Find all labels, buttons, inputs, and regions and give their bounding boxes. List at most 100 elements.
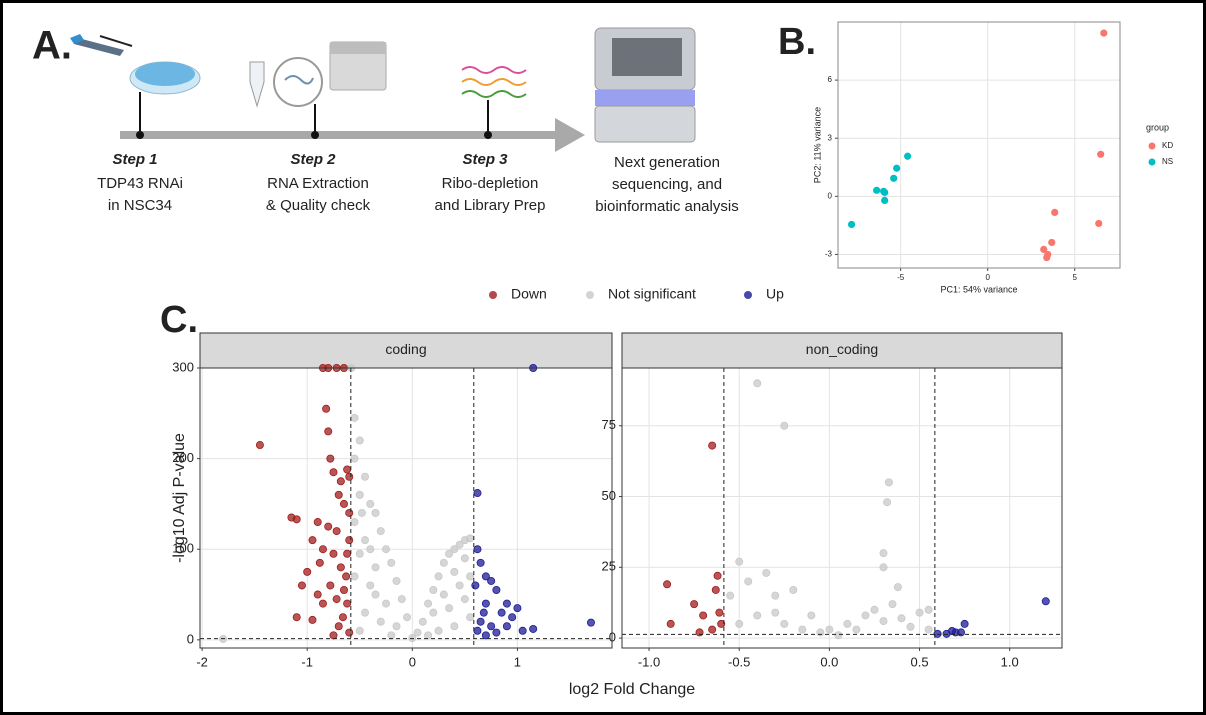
facet-title: coding [385,341,426,357]
facet-strip [621,332,1063,369]
y-tick-label: 100 [172,541,194,556]
x-tick-label: 0.0 [820,654,838,669]
point [798,625,807,634]
point [371,508,380,517]
point [717,619,726,628]
point [497,608,506,617]
sequencer-light [595,90,695,106]
point [1043,253,1051,262]
x-tick-label: 1.0 [1001,654,1019,669]
point [1051,208,1059,217]
point [1048,238,1056,247]
point [873,186,881,194]
point [303,567,312,576]
facet-title: non_coding [806,341,878,357]
legend-label: NS [1162,157,1173,166]
legend-label: Up [766,286,784,302]
point [308,536,317,545]
timeline-head [555,118,585,152]
point [361,536,370,545]
point [471,581,480,590]
point [487,622,496,631]
point [690,600,699,609]
step-dot [484,131,492,139]
panel-label: A. [32,24,72,68]
point [355,436,364,445]
point [366,545,375,554]
point [492,628,501,637]
point [371,563,380,572]
point [518,626,527,635]
y-tick-label: 50 [602,488,616,503]
legend-label: Down [511,286,547,302]
point [313,590,322,599]
point [450,622,459,631]
step-text: and Library Prep [435,197,546,214]
point [870,605,879,614]
point [292,515,301,524]
y-tick-label: -3 [825,250,833,259]
point [439,558,448,567]
x-axis-title: PC1: 54% variance [940,284,1017,294]
point [726,591,735,600]
point [455,581,464,590]
point [332,527,341,536]
point [343,465,352,474]
point [762,568,771,577]
dna [461,90,527,98]
final-text: bioinformatic analysis [595,198,738,215]
point [890,174,898,182]
point [339,586,348,595]
point [663,580,672,589]
point [308,615,317,624]
step-label: Step 2 [290,151,336,168]
legend-marker [489,291,497,299]
y-axis-title: PC2: 11% variance [812,107,822,183]
plot-area [838,22,1120,268]
point [780,421,789,430]
point [439,590,448,599]
point [906,622,915,631]
point [735,619,744,628]
y-tick-label: 3 [828,133,833,142]
point [816,628,825,637]
point [492,586,501,595]
point [513,604,522,613]
point [445,549,454,558]
point [450,567,459,576]
sequencer-base [594,105,696,143]
point [255,441,264,450]
point [332,595,341,604]
x-axis-title: log2 Fold Change [569,681,695,698]
point [376,527,385,536]
point [338,613,347,622]
panel-label: B. [778,21,816,63]
x-tick-label: 0.5 [911,654,929,669]
point [847,220,856,229]
point [450,545,459,554]
point [366,581,375,590]
point [881,196,889,204]
point [345,628,354,637]
step-dot [311,131,319,139]
point [392,622,401,631]
point [343,549,352,558]
point [424,631,433,640]
step-text: in NSC34 [108,197,172,214]
final-text: sequencing, and [612,176,722,193]
point [879,617,888,626]
point [343,599,352,608]
point [481,599,490,608]
point [473,545,482,554]
point [355,549,364,558]
point [350,518,359,527]
legend-title: group [1146,122,1169,132]
point [350,572,359,581]
point [334,490,343,499]
point [893,164,901,172]
point [924,625,933,634]
point [355,626,364,635]
dna [461,66,527,74]
point [313,518,322,527]
point [771,608,780,617]
